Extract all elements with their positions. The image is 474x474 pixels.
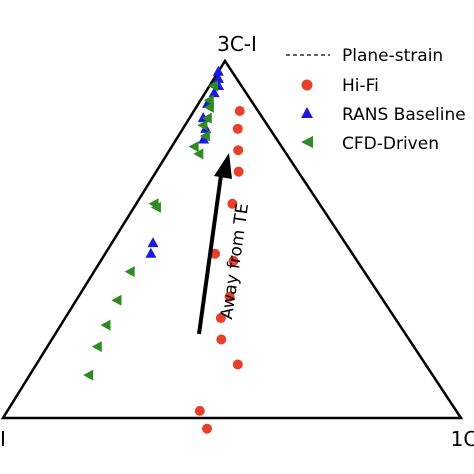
point-cfd-1 — [203, 94, 214, 106]
away-from-te-arrow — [197, 153, 232, 335]
legend-label-rans: RANS Baseline — [342, 105, 466, 125]
legend-label-hifi: Hi-Fi — [342, 76, 379, 96]
point-hifi-10 — [194, 405, 205, 416]
point-hifi-7 — [224, 291, 235, 302]
legend-marker-cfd — [301, 136, 313, 148]
point-rans-7 — [198, 133, 210, 144]
point-cfd-6 — [188, 141, 199, 153]
point-cfd-4 — [197, 119, 208, 131]
point-cfd-0 — [208, 80, 219, 92]
point-cfd-2 — [203, 101, 214, 113]
point-hifi-0 — [234, 105, 245, 116]
point-cfd-7 — [193, 148, 204, 160]
legend-marker-hifi — [301, 79, 313, 91]
point-cfd-9 — [150, 201, 161, 213]
data-points — [83, 65, 245, 434]
point-cfd-10 — [124, 266, 135, 278]
legend-marker-rans — [301, 107, 313, 118]
point-hifi-6 — [228, 255, 239, 266]
point-cfd-13 — [100, 319, 111, 331]
point-hifi-3 — [233, 166, 244, 177]
point-rans-9 — [145, 247, 157, 258]
point-hifi-9 — [216, 334, 227, 345]
point-hifi-8 — [215, 313, 226, 324]
point-cfd-11 — [111, 294, 122, 306]
legend-label-plane-strain: Plane-strain — [342, 46, 443, 66]
point-hifi-11 — [232, 359, 243, 370]
point-hifi-2 — [233, 145, 244, 156]
point-hifi-12 — [202, 423, 213, 434]
point-hifi-1 — [232, 123, 243, 134]
legend: Plane-strain Hi-Fi RANS Baseline CFD-Dri… — [286, 46, 466, 154]
point-rans-1 — [212, 72, 224, 83]
point-rans-3 — [208, 87, 220, 98]
point-cfd-14 — [91, 341, 102, 353]
point-rans-0 — [212, 65, 224, 76]
vertex-label-top: 3C-I — [217, 32, 257, 56]
point-hifi-5 — [210, 248, 221, 259]
point-cfd-5 — [199, 130, 210, 142]
vertex-label-bottom-right: 1C — [451, 427, 474, 451]
legend-label-cfd: CFD-Driven — [342, 134, 439, 154]
arrow-annotation: Away from TE — [217, 202, 253, 320]
plane-strain-line — [224, 60, 377, 290]
point-cfd-3 — [201, 112, 212, 124]
vertex-label-bottom-left: I — [0, 427, 6, 451]
point-rans-8 — [147, 237, 159, 248]
point-hifi-4 — [227, 198, 238, 209]
point-cfd-12 — [83, 369, 94, 381]
